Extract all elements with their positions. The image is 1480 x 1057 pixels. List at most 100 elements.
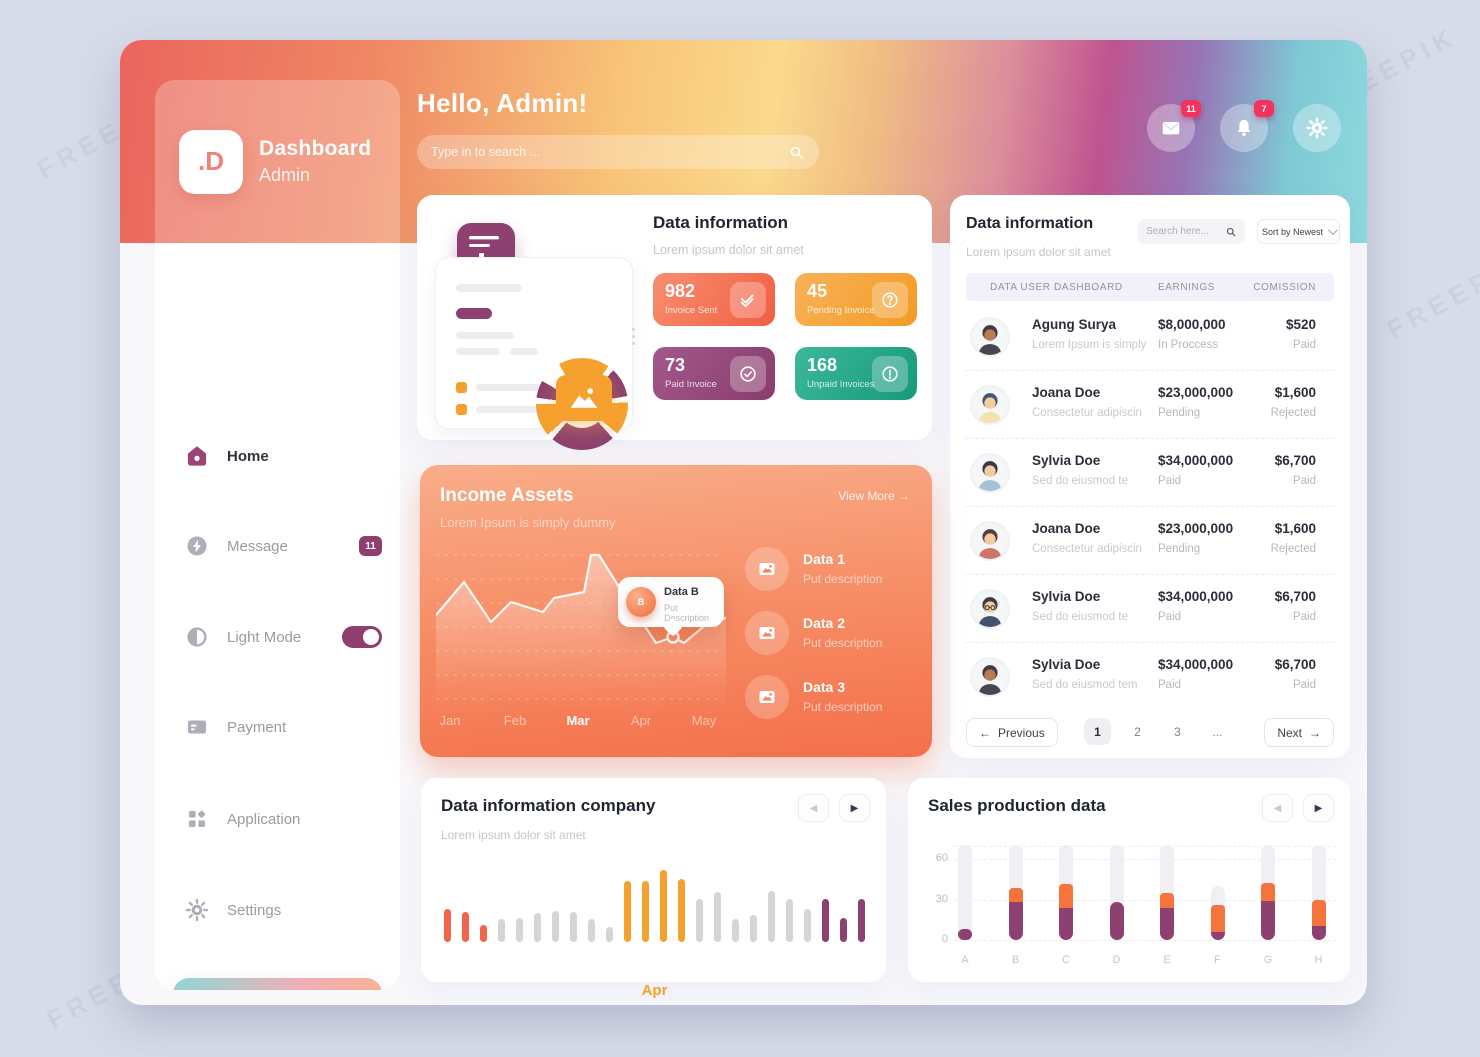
search-input[interactable] — [431, 145, 788, 159]
stacked-bar-a[interactable] — [958, 778, 972, 940]
view-more-link[interactable]: View More → — [838, 489, 910, 503]
previous-label: Previous — [998, 725, 1045, 740]
month-label: May — [703, 1004, 731, 1005]
bar[interactable] — [786, 899, 793, 942]
bar[interactable] — [840, 918, 847, 942]
stat-label: Invoice Sent — [665, 305, 718, 316]
stat-label: Paid Invoice — [665, 379, 717, 390]
stat-card-paid-invoice[interactable]: 73 Paid Invoice — [653, 347, 775, 400]
bar[interactable] — [498, 919, 505, 942]
stacked-bar-g[interactable] — [1261, 778, 1275, 940]
stat-card-invoice-sent[interactable]: 982 Invoice Sent — [653, 273, 775, 326]
bar[interactable] — [444, 909, 451, 942]
sidebar-item-light-mode[interactable]: Light Mode — [185, 622, 382, 652]
table-row[interactable]: Joana Doe Consectetur adipiscin $23,000,… — [966, 507, 1334, 575]
bar[interactable] — [588, 919, 595, 942]
user-name: Sylvia Doe — [1032, 453, 1101, 468]
income-subtitle: Lorem Ipsum is simply dummy — [440, 515, 616, 530]
payment-icon — [185, 715, 209, 739]
sidebar-item-settings[interactable]: Settings — [185, 895, 382, 925]
bar[interactable] — [768, 891, 775, 942]
sort-dropdown[interactable]: Sort by Newest — [1257, 219, 1340, 244]
global-search[interactable] — [417, 135, 819, 169]
bar[interactable] — [822, 899, 829, 942]
image-glyph-icon — [745, 611, 789, 655]
segment-top — [1261, 883, 1275, 901]
bar[interactable] — [624, 881, 631, 942]
bar-group-feb: Feb — [498, 913, 541, 942]
x-axis-label: May — [691, 713, 717, 728]
table-row[interactable]: Sylvia Doe Sed do eiusmod te $34,000,000… — [966, 439, 1334, 507]
bar[interactable] — [642, 881, 649, 942]
stacked-bar-e[interactable] — [1160, 778, 1174, 940]
bar[interactable] — [714, 892, 721, 942]
gear-icon — [1306, 117, 1328, 139]
next-page-button[interactable]: Next → — [1264, 718, 1334, 747]
notifications-button[interactable]: 7 — [1220, 100, 1274, 152]
previous-page-button[interactable]: ← Previous — [966, 718, 1058, 747]
bar[interactable] — [516, 918, 523, 942]
segment-base — [1311, 926, 1326, 940]
light-mode-toggle[interactable] — [342, 626, 382, 648]
legend-item-data-3[interactable]: Data 3 Put description — [745, 675, 915, 721]
table-search[interactable] — [1138, 219, 1245, 244]
stat-card-pending-invoice[interactable]: 45 Pending Invoice — [795, 273, 917, 326]
bar[interactable] — [660, 870, 667, 942]
avatar — [970, 385, 1010, 425]
bar[interactable] — [750, 915, 757, 942]
settings-icon — [185, 898, 209, 922]
sidebar-item-application[interactable]: Application — [185, 804, 382, 834]
x-axis-label: Apr — [630, 713, 652, 728]
month-label: Apr — [641, 982, 668, 999]
page-number-ellipsis[interactable]: ... — [1212, 724, 1223, 739]
stat-card-unpaid-invoices[interactable]: 168 Unpaid Invoices — [795, 347, 917, 400]
table-row[interactable]: Sylvia Doe Sed do eiusmod tem $34,000,00… — [966, 643, 1334, 711]
bar[interactable] — [678, 879, 685, 942]
segment-top — [1160, 893, 1174, 908]
bar[interactable] — [480, 925, 487, 942]
page-number-3[interactable]: 3 — [1174, 724, 1181, 739]
segment-top — [1210, 905, 1225, 932]
bar[interactable] — [606, 927, 613, 942]
stacked-bar-f[interactable] — [1210, 778, 1225, 940]
sidebar-item-label: Message — [227, 537, 288, 555]
segment-base — [1059, 908, 1073, 940]
table-row[interactable]: Joana Doe Consectetur adipiscin $23,000,… — [966, 371, 1334, 439]
stacked-bar-c[interactable] — [1059, 778, 1073, 940]
sidebar-item-message[interactable]: Message 11 — [185, 531, 382, 561]
page-number-2[interactable]: 2 — [1134, 724, 1141, 739]
table-search-input[interactable] — [1146, 226, 1225, 237]
sidebar-item-home[interactable]: Home — [185, 441, 382, 471]
bar[interactable] — [858, 899, 865, 942]
page-number-1[interactable]: 1 — [1084, 718, 1111, 745]
bar[interactable] — [552, 911, 559, 942]
search-icon — [1226, 227, 1236, 236]
prev-arrow-button[interactable]: ◀ — [1262, 794, 1293, 822]
next-arrow-button[interactable]: ▶ — [839, 794, 870, 822]
mail-button[interactable]: 11 — [1147, 100, 1201, 152]
table-row[interactable]: Agung Surya Lorem Ipsum is simply $8,000… — [966, 303, 1334, 371]
bar[interactable] — [462, 912, 469, 942]
bar[interactable] — [732, 919, 739, 942]
y-axis-tick: 60 — [935, 852, 948, 864]
bar[interactable] — [570, 912, 577, 942]
sidebar-item-payment[interactable]: Payment — [185, 712, 382, 742]
stacked-bar-h[interactable] — [1311, 778, 1326, 940]
prev-arrow-button[interactable]: ◀ — [798, 794, 829, 822]
legend-item-data-1[interactable]: Data 1 Put description — [745, 547, 915, 593]
stacked-bar-b[interactable] — [1008, 778, 1023, 940]
user-name: Sylvia Doe — [1032, 589, 1101, 604]
earnings-value: $23,000,000 — [1158, 385, 1234, 400]
more-menu-icon[interactable] — [632, 328, 635, 349]
bar[interactable] — [804, 909, 811, 942]
table-body: Agung Surya Lorem Ipsum is simply $8,000… — [966, 303, 1334, 711]
table-row[interactable]: Sylvia Doe Sed do eiusmod te $34,000,000… — [966, 575, 1334, 643]
legend-item-data-2[interactable]: Data 2 Put description — [745, 611, 915, 657]
bar[interactable] — [534, 913, 541, 942]
settings-button[interactable] — [1293, 104, 1341, 152]
next-arrow-button[interactable]: ▶ — [1303, 794, 1334, 822]
bar[interactable] — [696, 899, 703, 942]
stacked-bar-d[interactable] — [1109, 778, 1124, 940]
gridline — [954, 899, 1336, 901]
sidebar-item-label: Payment — [227, 718, 287, 736]
